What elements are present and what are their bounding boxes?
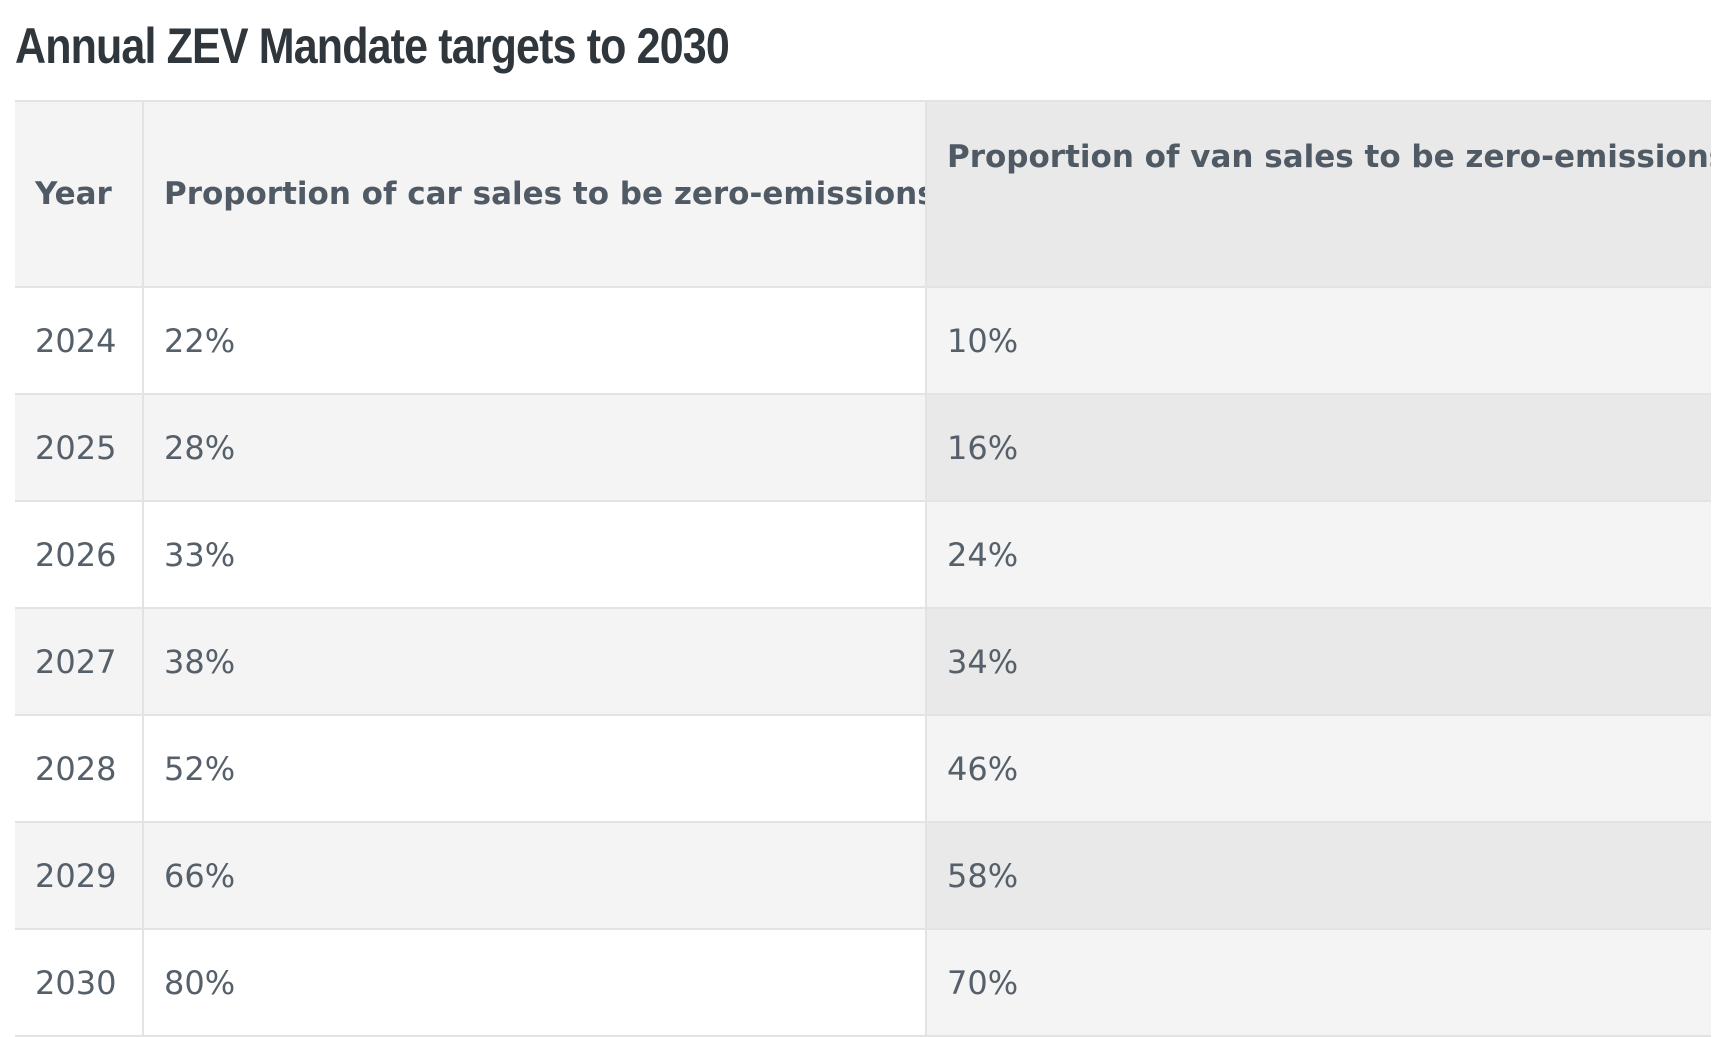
van-share-cell: 10% — [926, 287, 1711, 395]
table-row: 2024 22% 10% — [15, 287, 1711, 395]
year-cell: 2024 — [15, 287, 144, 395]
table-row: 2026 33% 24% — [15, 501, 1711, 609]
column-header-car-sales: Proportion of car sales to be zero-emiss… — [143, 100, 927, 288]
table-row: 2025 28% 16% — [15, 394, 1711, 502]
van-share-cell: 70% — [926, 929, 1711, 1037]
car-share-cell: 52% — [143, 715, 927, 823]
van-share-cell: 16% — [926, 394, 1711, 502]
car-share-cell: 66% — [143, 822, 927, 930]
year-cell: 2028 — [15, 715, 144, 823]
van-share-cell: 34% — [926, 608, 1711, 716]
car-share-cell: 28% — [143, 394, 927, 502]
year-cell: 2029 — [15, 822, 144, 930]
page-title: Annual ZEV Mandate targets to 2030 — [15, 18, 730, 74]
van-share-cell: 58% — [926, 822, 1711, 930]
table-row: 2027 38% 34% — [15, 608, 1711, 716]
car-share-cell: 33% — [143, 501, 927, 609]
zev-targets-table: Year Proportion of car sales to be zero-… — [15, 100, 1711, 1037]
car-share-cell: 22% — [143, 287, 927, 395]
column-header-year: Year — [15, 100, 144, 288]
table-header-row: Year Proportion of car sales to be zero-… — [15, 100, 1711, 288]
column-header-van-sales: Proportion of van sales to be zero-emiss… — [926, 100, 1711, 288]
car-share-cell: 38% — [143, 608, 927, 716]
table-row: 2029 66% 58% — [15, 822, 1711, 930]
table-row: 2028 52% 46% — [15, 715, 1711, 823]
year-cell: 2025 — [15, 394, 144, 502]
car-share-cell: 80% — [143, 929, 927, 1037]
year-cell: 2030 — [15, 929, 144, 1037]
table-row: 2030 80% 70% — [15, 929, 1711, 1037]
van-share-cell: 46% — [926, 715, 1711, 823]
year-cell: 2027 — [15, 608, 144, 716]
van-share-cell: 24% — [926, 501, 1711, 609]
year-cell: 2026 — [15, 501, 144, 609]
